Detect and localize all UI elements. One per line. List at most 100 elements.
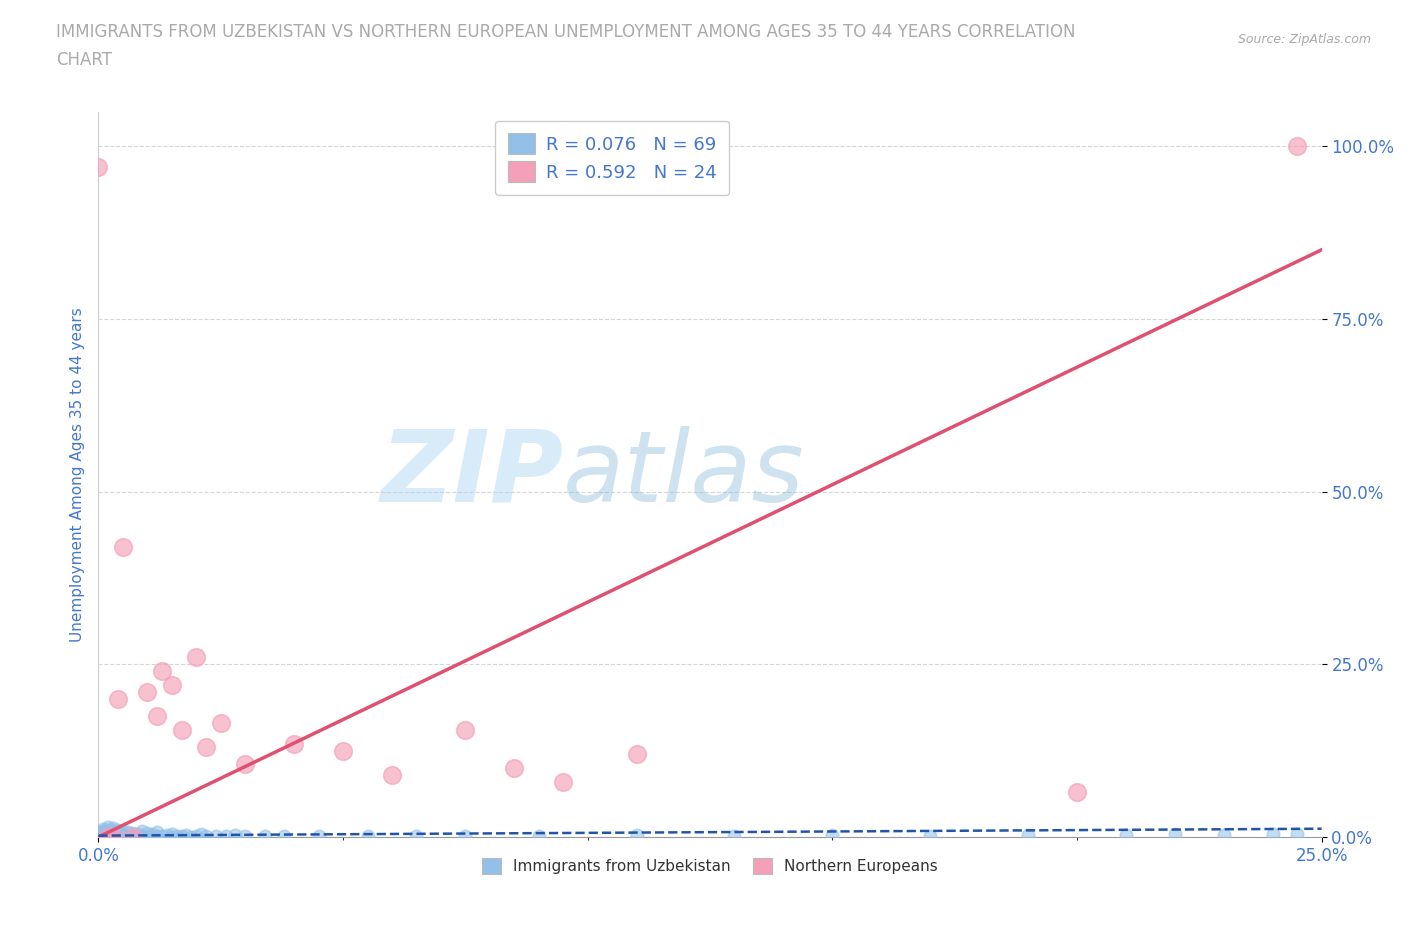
- Point: [97, 830, 120, 844]
- Point: [101, 824, 124, 839]
- Point: [454, 829, 477, 844]
- Point: [233, 829, 256, 844]
- Point: [170, 723, 193, 737]
- Point: [920, 829, 942, 844]
- Point: [107, 691, 129, 706]
- Point: [87, 830, 110, 844]
- Point: [723, 829, 745, 844]
- Point: [283, 737, 305, 751]
- Point: [405, 829, 427, 844]
- Point: [87, 825, 110, 840]
- Point: [1286, 139, 1309, 153]
- Point: [195, 829, 218, 844]
- Point: [454, 723, 477, 737]
- Point: [101, 830, 124, 844]
- Point: [1164, 827, 1187, 842]
- Point: [121, 829, 143, 844]
- Point: [176, 828, 198, 843]
- Text: IMMIGRANTS FROM UZBEKISTAN VS NORTHERN EUROPEAN UNEMPLOYMENT AMONG AGES 35 TO 44: IMMIGRANTS FROM UZBEKISTAN VS NORTHERN E…: [56, 23, 1076, 41]
- Point: [503, 761, 526, 776]
- Point: [107, 829, 129, 844]
- Point: [180, 830, 202, 844]
- Point: [146, 709, 169, 724]
- Point: [190, 827, 212, 842]
- Point: [214, 829, 236, 844]
- Point: [160, 678, 183, 693]
- Text: CHART: CHART: [56, 51, 112, 69]
- Point: [111, 830, 134, 844]
- Point: [160, 830, 183, 844]
- Point: [553, 775, 575, 790]
- Point: [131, 824, 153, 839]
- Point: [127, 830, 149, 844]
- Point: [166, 829, 188, 844]
- Point: [97, 826, 120, 841]
- Point: [150, 829, 173, 844]
- Point: [101, 830, 124, 844]
- Point: [97, 819, 120, 834]
- Point: [1286, 826, 1309, 841]
- Text: ZIP: ZIP: [380, 426, 564, 523]
- Point: [821, 828, 844, 843]
- Point: [127, 826, 149, 841]
- Point: [117, 825, 139, 840]
- Point: [626, 828, 648, 843]
- Point: [91, 830, 114, 844]
- Point: [1017, 828, 1039, 843]
- Point: [273, 829, 295, 844]
- Point: [121, 830, 143, 844]
- Point: [224, 828, 246, 843]
- Point: [141, 830, 163, 844]
- Text: atlas: atlas: [564, 426, 804, 523]
- Point: [308, 829, 330, 844]
- Point: [186, 650, 208, 665]
- Point: [186, 829, 208, 844]
- Point: [356, 829, 378, 844]
- Point: [1115, 828, 1137, 843]
- Point: [97, 830, 120, 844]
- Point: [87, 159, 110, 174]
- Point: [209, 715, 232, 730]
- Point: [626, 747, 648, 762]
- Point: [97, 828, 120, 843]
- Point: [233, 757, 256, 772]
- Point: [91, 829, 114, 844]
- Point: [170, 829, 193, 844]
- Point: [1066, 785, 1088, 800]
- Point: [107, 826, 129, 841]
- Point: [117, 829, 139, 844]
- Point: [97, 823, 120, 838]
- Point: [91, 824, 114, 839]
- Point: [160, 826, 183, 841]
- Point: [146, 825, 169, 840]
- Point: [150, 664, 173, 679]
- Point: [131, 829, 153, 844]
- Point: [107, 823, 129, 838]
- Point: [156, 828, 179, 843]
- Point: [136, 826, 159, 841]
- Point: [146, 829, 169, 844]
- Point: [136, 684, 159, 699]
- Point: [121, 826, 143, 841]
- Point: [111, 827, 134, 842]
- Point: [87, 828, 110, 843]
- Point: [332, 743, 354, 758]
- Text: Source: ZipAtlas.com: Source: ZipAtlas.com: [1237, 33, 1371, 46]
- Point: [101, 827, 124, 842]
- Point: [1212, 828, 1234, 843]
- Point: [381, 767, 404, 782]
- Point: [101, 820, 124, 835]
- Point: [91, 821, 114, 836]
- Y-axis label: Unemployment Among Ages 35 to 44 years: Unemployment Among Ages 35 to 44 years: [69, 307, 84, 642]
- Point: [91, 826, 114, 841]
- Point: [111, 823, 134, 838]
- Point: [136, 829, 159, 844]
- Point: [111, 539, 134, 554]
- Point: [195, 739, 218, 754]
- Legend: Immigrants from Uzbekistan, Northern Europeans: Immigrants from Uzbekistan, Northern Eur…: [477, 852, 943, 880]
- Point: [527, 829, 550, 844]
- Point: [253, 829, 276, 844]
- Point: [1261, 827, 1284, 842]
- Point: [205, 829, 228, 844]
- Point: [141, 827, 163, 842]
